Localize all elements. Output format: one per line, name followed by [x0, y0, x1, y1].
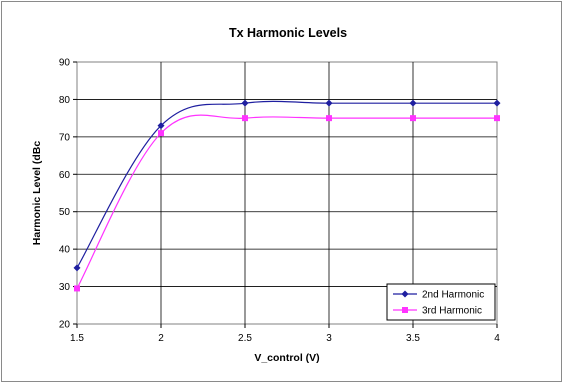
legend-marker: [401, 290, 409, 298]
y-tick-label: 40: [59, 245, 71, 256]
x-tick-label: 4: [494, 333, 500, 344]
y-tick-label: 70: [59, 132, 71, 143]
series-line: [76, 100, 497, 269]
data-point: [242, 115, 248, 122]
x-axis-ticks: 1.5 2 2.5 3 3.5 4: [70, 324, 500, 344]
data-point: [158, 130, 164, 137]
data-point: [410, 115, 416, 122]
y-axis-ticks: 20 30 40 50 60 70 80 90: [59, 58, 77, 331]
plot-area: [76, 61, 498, 325]
x-tick-label: 3: [326, 333, 332, 344]
x-tick-label: 1.5: [70, 333, 84, 344]
x-tick-label: 2: [158, 333, 164, 344]
legend-marker: [402, 307, 408, 313]
series-group: [73, 99, 501, 292]
data-point: [241, 99, 249, 107]
y-axis-label: Harmonic Level (dBc: [31, 141, 43, 246]
y-tick-label: 80: [59, 95, 71, 106]
y-tick-label: 90: [59, 58, 71, 69]
legend-label: 2nd Harmonic: [422, 290, 484, 301]
data-point: [409, 99, 417, 107]
legend: 2nd Harmonic 3rd Harmonic: [386, 283, 496, 321]
data-point: [493, 99, 501, 107]
legend-label: 3rd Harmonic: [422, 306, 482, 317]
data-point: [325, 99, 333, 107]
x-axis-label: V_control (V): [254, 352, 319, 364]
y-tick-label: 50: [59, 207, 71, 218]
legend-box: [386, 283, 496, 321]
data-point: [157, 122, 165, 130]
data-point: [326, 115, 332, 122]
x-tick-label: 3.5: [406, 333, 420, 344]
data-point: [494, 115, 500, 122]
y-tick-label: 20: [59, 320, 71, 331]
data-point: [73, 264, 81, 272]
data-point: [74, 285, 80, 292]
y-tick-label: 30: [59, 282, 71, 293]
y-tick-label: 60: [59, 170, 71, 181]
x-tick-label: 2.5: [238, 333, 252, 344]
chart-title: Tx Harmonic Levels: [229, 26, 347, 40]
